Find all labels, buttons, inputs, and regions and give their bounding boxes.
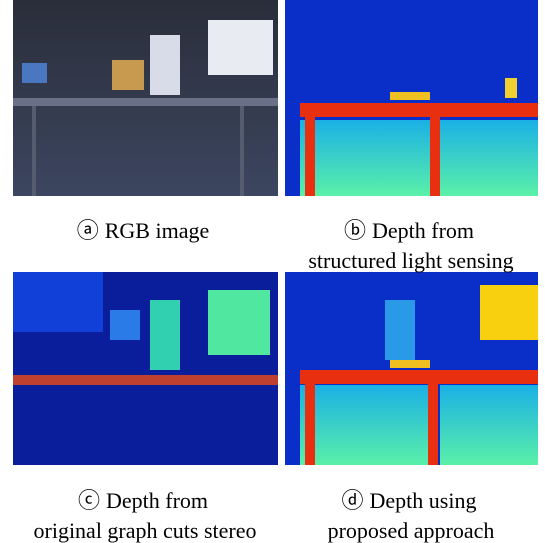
rgb-image xyxy=(13,0,278,196)
caption-line: Depth from xyxy=(372,218,474,243)
panel-label: ⓒ xyxy=(78,488,100,513)
caption-line: Depth using xyxy=(370,488,477,513)
panel-label: ⓑ xyxy=(344,218,366,243)
depth-proposed xyxy=(285,272,538,465)
caption-line: proposed approach xyxy=(328,518,495,543)
caption-line: original graph cuts stereo xyxy=(34,518,257,543)
panel-label: ⓐ xyxy=(77,218,99,243)
caption-line: Depth from xyxy=(106,488,208,513)
caption-line: structured light sensing xyxy=(308,248,513,273)
depth-structured-light xyxy=(285,0,538,196)
depth-graph-cuts xyxy=(13,272,278,465)
panel-label: ⓓ xyxy=(342,488,364,513)
figure: RGB imageⓐDepth fromⓑstructured light se… xyxy=(0,0,545,543)
caption-line: RGB image xyxy=(105,218,210,243)
